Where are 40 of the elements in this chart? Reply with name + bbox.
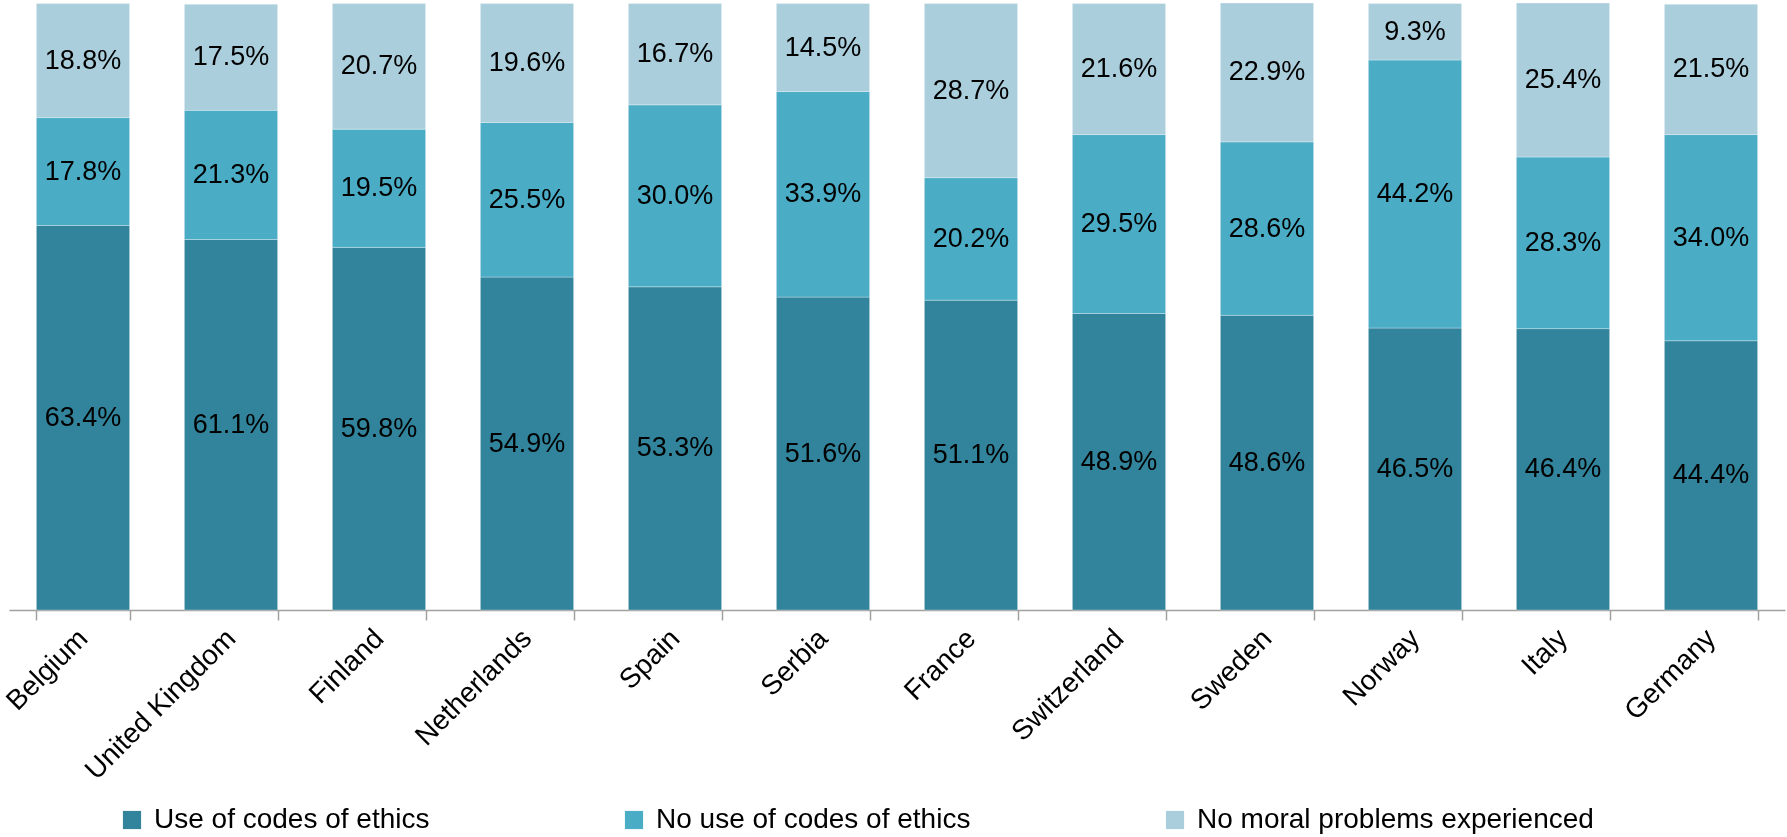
data-label: 30.0% (636, 179, 714, 210)
data-label: 28.3% (1524, 226, 1602, 257)
data-label: 19.6% (488, 47, 566, 78)
data-label: 48.9% (1080, 445, 1158, 476)
data-label: 17.8% (44, 155, 122, 186)
data-label: 21.6% (1080, 53, 1158, 84)
data-label: 22.9% (1228, 56, 1306, 87)
data-label: 61.1% (192, 408, 270, 439)
data-label: 46.5% (1376, 453, 1454, 484)
data-label: 17.5% (192, 41, 270, 72)
legend-label: No moral problems experienced (1197, 803, 1594, 834)
data-label: 14.5% (784, 31, 862, 62)
data-label: 51.6% (784, 437, 862, 468)
data-label: 20.2% (932, 222, 1010, 253)
data-label: 25.5% (488, 183, 566, 214)
data-label: 44.2% (1376, 178, 1454, 209)
x-tick-label: Italy (1515, 622, 1574, 681)
data-label: 34.0% (1672, 221, 1750, 252)
data-label: 28.7% (932, 74, 1010, 105)
data-label: 21.5% (1672, 53, 1750, 84)
data-label: 19.5% (340, 172, 418, 203)
data-label: 51.1% (932, 439, 1010, 470)
data-label: 53.3% (636, 432, 714, 463)
data-label: 21.3% (192, 158, 270, 189)
data-label: 25.4% (1524, 64, 1602, 95)
data-label: 29.5% (1080, 208, 1158, 239)
data-label: 54.9% (488, 427, 566, 458)
data-label: 16.7% (636, 38, 714, 69)
data-label: 18.8% (44, 44, 122, 75)
legend-label: No use of codes of ethics (656, 803, 971, 834)
data-label: 20.7% (340, 50, 418, 81)
data-label: 63.4% (44, 401, 122, 432)
legend-label: Use of codes of ethics (154, 803, 430, 834)
data-label: 44.4% (1672, 459, 1750, 490)
data-label: 28.6% (1228, 212, 1306, 243)
data-label: 46.4% (1524, 453, 1602, 484)
data-label: 9.3% (1384, 15, 1446, 46)
data-label: 33.9% (784, 178, 862, 209)
data-label: 48.6% (1228, 446, 1306, 477)
data-label: 59.8% (340, 412, 418, 443)
